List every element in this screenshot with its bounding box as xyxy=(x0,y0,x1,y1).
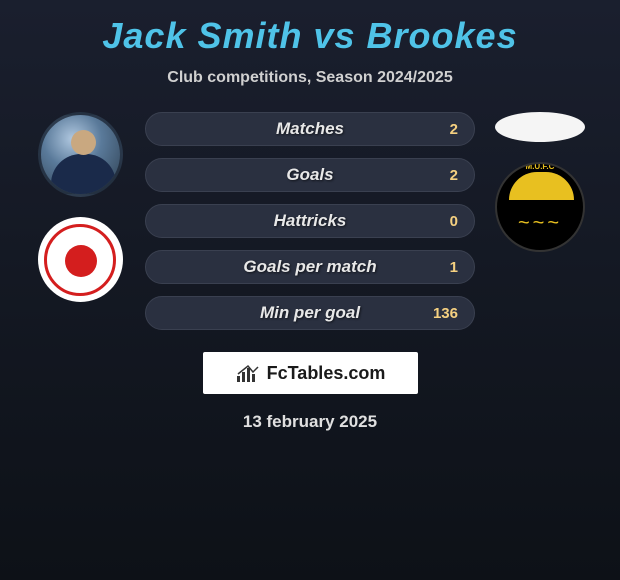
stat-row-min-per-goal: Min per goal 136 xyxy=(145,296,475,330)
player1-photo xyxy=(38,112,123,197)
comparison-card: Jack Smith vs Brookes Club competitions,… xyxy=(0,0,620,442)
player1-club-logo xyxy=(38,217,123,302)
stat-label: Min per goal xyxy=(146,303,474,323)
stat-label: Hattricks xyxy=(146,211,474,231)
title-player2: Brookes xyxy=(367,15,518,56)
subtitle: Club competitions, Season 2024/2025 xyxy=(0,69,620,87)
brand-box[interactable]: FcTables.com xyxy=(203,352,418,394)
main-area: Matches 2 Goals 2 Hattricks 0 Goals per … xyxy=(0,112,620,330)
stat-label: Goals per match xyxy=(146,257,474,277)
stat-right-value: 1 xyxy=(428,259,458,276)
stat-right-value: 136 xyxy=(428,305,458,322)
stat-right-value: 2 xyxy=(428,121,458,138)
stat-row-hattricks: Hattricks 0 xyxy=(145,204,475,238)
title-vs: vs xyxy=(313,15,355,56)
stat-right-value: 2 xyxy=(428,167,458,184)
stats-column: Matches 2 Goals 2 Hattricks 0 Goals per … xyxy=(135,112,485,330)
title-player1: Jack Smith xyxy=(102,15,302,56)
player2-photo-placeholder xyxy=(495,112,585,142)
fctables-chart-icon xyxy=(235,362,261,384)
stat-right-value: 0 xyxy=(428,213,458,230)
stat-label: Goals xyxy=(146,165,474,185)
stat-row-matches: Matches 2 xyxy=(145,112,475,146)
stat-row-goals-per-match: Goals per match 1 xyxy=(145,250,475,284)
brand-text: FcTables.com xyxy=(267,363,386,384)
stat-label: Matches xyxy=(146,119,474,139)
player2-club-logo: M.U.F.C xyxy=(495,162,585,252)
comparison-date: 13 february 2025 xyxy=(0,412,620,432)
club-logo-2-label: M.U.F.C xyxy=(497,162,583,171)
left-column xyxy=(25,112,135,302)
right-column: M.U.F.C xyxy=(485,112,595,252)
stat-row-goals: Goals 2 xyxy=(145,158,475,192)
comparison-title: Jack Smith vs Brookes xyxy=(0,15,620,57)
